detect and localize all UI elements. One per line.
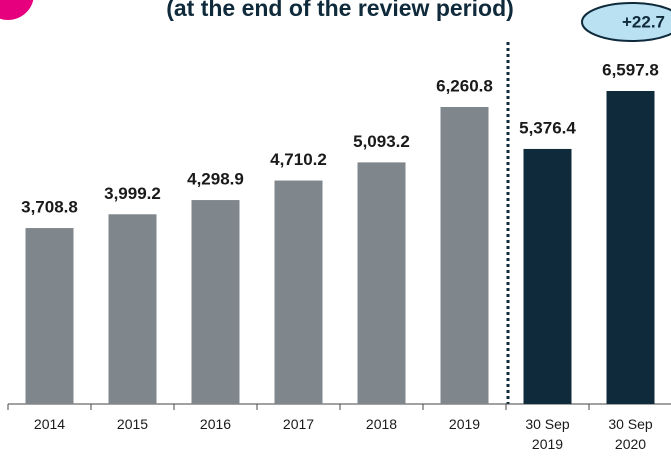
badge [581, 2, 671, 42]
x-tick-label: 2019 [448, 416, 481, 432]
bar [274, 180, 323, 404]
x-tick-label: 2016 [199, 416, 232, 432]
value-label: 4,298.9 [187, 170, 244, 189]
x-tick-label: 30 Sep 2020 [608, 416, 653, 452]
x-tick-label: 2015 [116, 416, 149, 432]
bar [606, 91, 655, 404]
value-label: 4,710.2 [270, 150, 327, 169]
x-tick-label: 2017 [282, 416, 315, 432]
x-tick-label: 30 Sep 2019 [525, 416, 570, 452]
bar [523, 148, 572, 404]
bar [191, 200, 240, 404]
value-label: 5,093.2 [353, 132, 410, 151]
value-label: 6,597.8 [602, 60, 659, 79]
x-tick-label: 2018 [365, 416, 398, 432]
bar [25, 228, 74, 404]
chart-title: (at the end of the review period) [166, 0, 514, 21]
badge-text: +22.7 [622, 12, 665, 31]
bar [357, 162, 406, 404]
decor-shape [0, 0, 34, 20]
x-tick-label: 2014 [33, 416, 66, 432]
value-label: 3,999.2 [104, 184, 161, 203]
value-label: 5,376.4 [519, 118, 576, 137]
bar [108, 214, 157, 404]
value-label: 3,708.8 [21, 198, 78, 217]
value-label: 6,260.8 [436, 76, 493, 95]
bar [440, 106, 489, 404]
